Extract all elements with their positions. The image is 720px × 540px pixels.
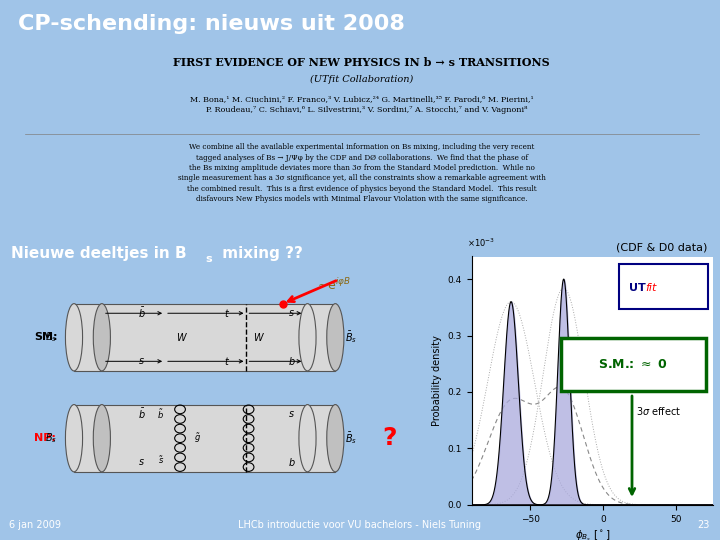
FancyBboxPatch shape xyxy=(618,264,708,309)
Text: Nieuwe deeltjes in B: Nieuwe deeltjes in B xyxy=(12,246,186,261)
Ellipse shape xyxy=(66,303,83,371)
Text: S.M.: $\approx$ 0: S.M.: $\approx$ 0 xyxy=(598,358,668,371)
Text: $B_s$: $B_s$ xyxy=(45,330,58,344)
Text: 23: 23 xyxy=(697,520,709,530)
Text: $\bar{B}_s$: $\bar{B}_s$ xyxy=(346,430,358,446)
Text: $s$: $s$ xyxy=(288,308,295,318)
Bar xyxy=(102,404,307,472)
Ellipse shape xyxy=(327,404,344,472)
Text: $W$: $W$ xyxy=(253,331,265,343)
Text: CP-schending: nieuws uit 2008: CP-schending: nieuws uit 2008 xyxy=(18,14,405,35)
Text: s: s xyxy=(205,254,212,265)
Y-axis label: Probability density: Probability density xyxy=(432,335,442,426)
Text: $s$: $s$ xyxy=(138,457,145,467)
Text: LHCb introductie voor VU bachelors - Niels Tuning: LHCb introductie voor VU bachelors - Nie… xyxy=(238,520,482,530)
Ellipse shape xyxy=(299,404,316,472)
Ellipse shape xyxy=(94,404,110,472)
Text: 6 jan 2009: 6 jan 2009 xyxy=(9,520,60,530)
Bar xyxy=(74,303,102,371)
X-axis label: $\phi_{B_s}$ [$^\circ$]: $\phi_{B_s}$ [$^\circ$] xyxy=(575,529,610,540)
Text: NP:: NP: xyxy=(35,433,56,443)
Ellipse shape xyxy=(94,303,110,371)
Text: M. Bona,¹ M. Ciuchini,² F. Franco,³ V. Lubicz,²⁴ G. Martinelli,³⁵ F. Parodi,⁶ M.: M. Bona,¹ M. Ciuchini,² F. Franco,³ V. L… xyxy=(190,96,534,114)
Text: $t$: $t$ xyxy=(224,355,230,367)
Text: $s$: $s$ xyxy=(288,409,295,419)
Ellipse shape xyxy=(327,303,344,371)
Ellipse shape xyxy=(299,303,316,371)
Text: $s$: $s$ xyxy=(138,356,145,366)
Text: $b$: $b$ xyxy=(287,355,295,367)
Text: $W$: $W$ xyxy=(176,331,188,343)
Text: mixing ??: mixing ?? xyxy=(217,246,302,261)
Text: fit: fit xyxy=(645,282,657,293)
Ellipse shape xyxy=(66,404,83,472)
Bar xyxy=(102,303,307,371)
Text: $\times10^{-3}$: $\times10^{-3}$ xyxy=(467,237,495,249)
Text: ~e$^{i\varphi B}$: ~e$^{i\varphi B}$ xyxy=(318,277,351,293)
Text: 3$\sigma$ effect: 3$\sigma$ effect xyxy=(636,404,681,416)
Text: ?: ? xyxy=(383,426,397,450)
Text: $\tilde{g}$: $\tilde{g}$ xyxy=(194,431,201,445)
Bar xyxy=(74,404,102,472)
Text: $\tilde{s}$: $\tilde{s}$ xyxy=(158,454,164,465)
Text: $\bar{b}$: $\bar{b}$ xyxy=(138,407,145,421)
Bar xyxy=(307,404,336,472)
Text: (CDF & D0 data): (CDF & D0 data) xyxy=(616,242,707,252)
Text: FIRST EVIDENCE OF NEW PHYSICS IN b → s TRANSITIONS: FIRST EVIDENCE OF NEW PHYSICS IN b → s T… xyxy=(174,57,550,68)
Text: UT: UT xyxy=(629,282,645,293)
Text: (UTfit Collaboration): (UTfit Collaboration) xyxy=(310,75,413,84)
Text: $\bar{b}$: $\bar{b}$ xyxy=(138,306,145,320)
Text: $b$: $b$ xyxy=(287,456,295,468)
Text: $\tilde{b}$: $\tilde{b}$ xyxy=(157,407,164,421)
Text: $t$: $t$ xyxy=(224,307,230,319)
Text: $B_s$: $B_s$ xyxy=(45,431,58,445)
Text: We combine all the available experimental information on Bs mixing, including th: We combine all the available experimenta… xyxy=(178,143,546,203)
Bar xyxy=(307,303,336,371)
FancyBboxPatch shape xyxy=(561,339,706,390)
Text: SM:: SM: xyxy=(35,332,58,342)
Text: $\bar{B}_s$: $\bar{B}_s$ xyxy=(346,329,358,345)
